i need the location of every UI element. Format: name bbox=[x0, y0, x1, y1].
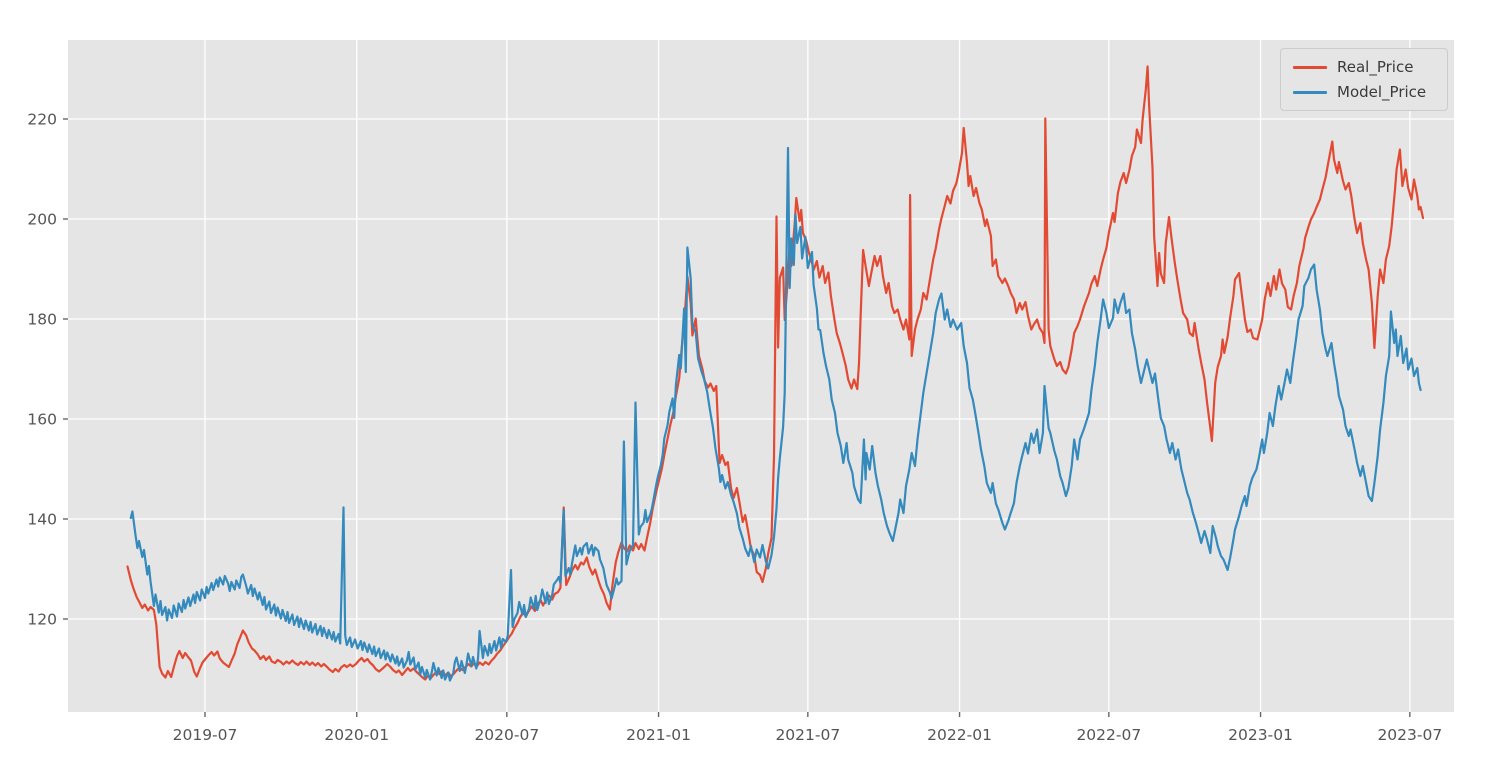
plot-area bbox=[68, 40, 1454, 712]
model-price-line bbox=[129, 146, 1422, 682]
legend-label-real-price: Real_Price bbox=[1337, 58, 1414, 76]
legend-item-model-price: Model_Price bbox=[1293, 83, 1433, 101]
model-price-line-sample bbox=[1293, 90, 1327, 94]
x-tick-label: 2020-07 bbox=[474, 726, 539, 744]
y-tick-label: 220 bbox=[27, 111, 57, 129]
gridlines bbox=[68, 40, 1454, 712]
series-paths bbox=[126, 65, 1425, 682]
x-axis-tick-labels: 2019-07 2020-01 2020-07 2021-01 2021-07 2022-… bbox=[173, 726, 1443, 744]
x-tick-label: 2021-01 bbox=[626, 726, 691, 744]
legend-label-model-price: Model_Price bbox=[1337, 83, 1427, 101]
legend: Real_Price Model_Price bbox=[1280, 48, 1448, 111]
x-tick-label: 2020-01 bbox=[324, 726, 389, 744]
legend-item-real-price: Real_Price bbox=[1293, 58, 1433, 76]
x-tick-label: 2022-01 bbox=[927, 726, 992, 744]
x-tick-label: 2022-07 bbox=[1076, 726, 1141, 744]
y-tick-label: 120 bbox=[27, 611, 57, 629]
x-tick-label: 2019-07 bbox=[173, 726, 238, 744]
x-tick-label: 2023-07 bbox=[1377, 726, 1442, 744]
y-tick-label: 160 bbox=[27, 411, 57, 429]
y-axis-tick-labels: 120 140 160 180 200 220 bbox=[27, 111, 57, 629]
tick-marks bbox=[63, 118, 1411, 717]
y-tick-label: 200 bbox=[27, 211, 57, 229]
y-tick-label: 180 bbox=[27, 311, 57, 329]
real-price-line-sample bbox=[1293, 65, 1327, 69]
y-tick-label: 140 bbox=[27, 511, 57, 529]
x-tick-label: 2023-01 bbox=[1228, 726, 1293, 744]
x-tick-label: 2021-07 bbox=[775, 726, 840, 744]
